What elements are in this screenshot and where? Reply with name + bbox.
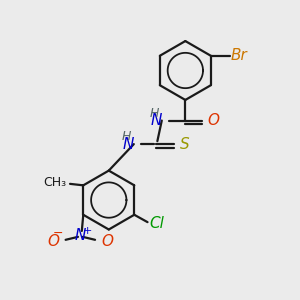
Text: H: H	[122, 130, 131, 143]
Text: O: O	[207, 113, 219, 128]
Text: +: +	[83, 226, 92, 236]
Text: CH₃: CH₃	[43, 176, 66, 189]
Text: N: N	[122, 136, 134, 152]
Text: O: O	[48, 234, 60, 249]
Text: O: O	[101, 234, 113, 249]
Text: N: N	[150, 113, 162, 128]
Text: Br: Br	[231, 48, 247, 63]
Text: Cl: Cl	[149, 216, 164, 231]
Text: H: H	[150, 107, 159, 120]
Text: N: N	[75, 228, 86, 243]
Text: S: S	[179, 136, 189, 152]
Text: −: −	[53, 227, 64, 240]
